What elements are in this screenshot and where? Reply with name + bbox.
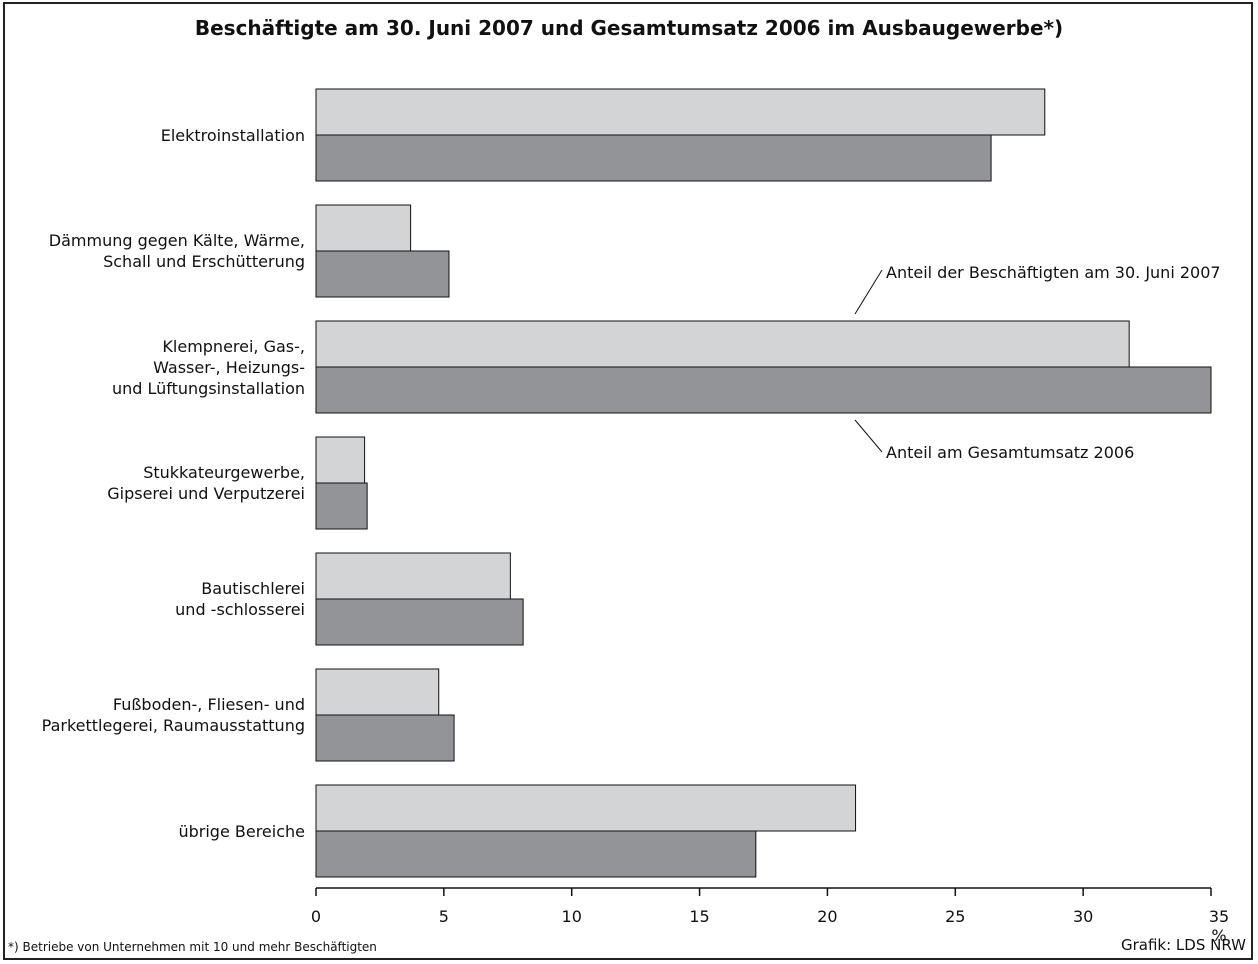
bar-employees-5 [315,668,440,716]
category-label: Dämmung gegen Kälte, Wärme, Schall und Er… [49,230,305,272]
bar-employees-6 [315,784,857,832]
category-label-line: und Lüftungsinstallation [111,378,305,398]
category-label-line: übrige Bereiche [178,821,305,841]
category-label-line: Wasser-, Heizungs- [153,357,305,377]
bar-employees-3 [315,436,366,484]
bar-revenue-4 [315,598,524,646]
legend-label-employees: Anteil der Beschäftigten am 30. Juni 200… [886,263,1221,282]
bar-revenue-6 [315,830,757,878]
x-tick-label: 25 [945,907,966,926]
footnote: *) Betriebe von Unternehmen mit 10 und m… [8,940,377,954]
category-label-line: Elektroinstallation [160,125,305,145]
leader-line-employees [854,269,883,315]
x-tick-label: 30 [1072,907,1094,926]
x-tick-label: 0 [310,907,322,926]
category-label-line: Schall und Erschütterung [103,252,305,271]
category-label-line: Gipserei und Verputzerei [107,484,305,503]
bar-revenue-0 [315,134,992,182]
bar-employees-4 [315,552,511,600]
category-label: Elektroinstallation [161,125,305,146]
bar-revenue-5 [315,714,455,762]
category-label-line: Fußboden-, Fliesen- und [112,695,305,714]
category-label: übrige Bereiche [178,821,305,842]
x-tick-label: 15 [689,907,710,926]
x-tick-label: 20 [817,907,838,926]
category-label-line: Parkettlegerei, Raumausstattung [41,716,305,735]
source-credit: Grafik: LDS NRW [1120,936,1246,954]
category-label: Stukkateurgewerbe, Gipserei und Verputzer… [107,462,305,504]
bar-revenue-3 [315,482,368,530]
legend-label-revenue: Anteil am Gesamtumsatz 2006 [886,443,1135,462]
category-label-line: Stukkateurgewerbe, [143,463,305,482]
category-label: Bautischlerei und -schlosserei [175,578,305,620]
x-tick-label: 10 [561,907,582,926]
bar-employees-2 [315,320,1130,368]
category-label-line: Bautischlerei [201,579,305,598]
x-tick-label: 5 [438,907,449,926]
bar-revenue-2 [315,366,1212,414]
category-label: Klempnerei, Gas-, Wasser-, Heizungs-und L… [112,336,305,399]
category-label-line: Klempnerei, Gas-, [162,336,305,356]
chart-title: Beschäftigte am 30. Juni 2007 und Gesamt… [194,16,1064,40]
bar-revenue-1 [315,250,450,298]
x-tick-label: 35 % [1208,907,1230,945]
category-label: Fußboden-, Fliesen- und Parkettlegerei, R… [42,694,305,736]
category-label-line: Dämmung gegen Kälte, Wärme, [48,231,305,250]
leader-line-revenue [854,419,883,453]
bar-employees-1 [315,204,412,252]
category-label-line: und -schlosserei [175,600,305,619]
bar-employees-0 [315,88,1046,136]
